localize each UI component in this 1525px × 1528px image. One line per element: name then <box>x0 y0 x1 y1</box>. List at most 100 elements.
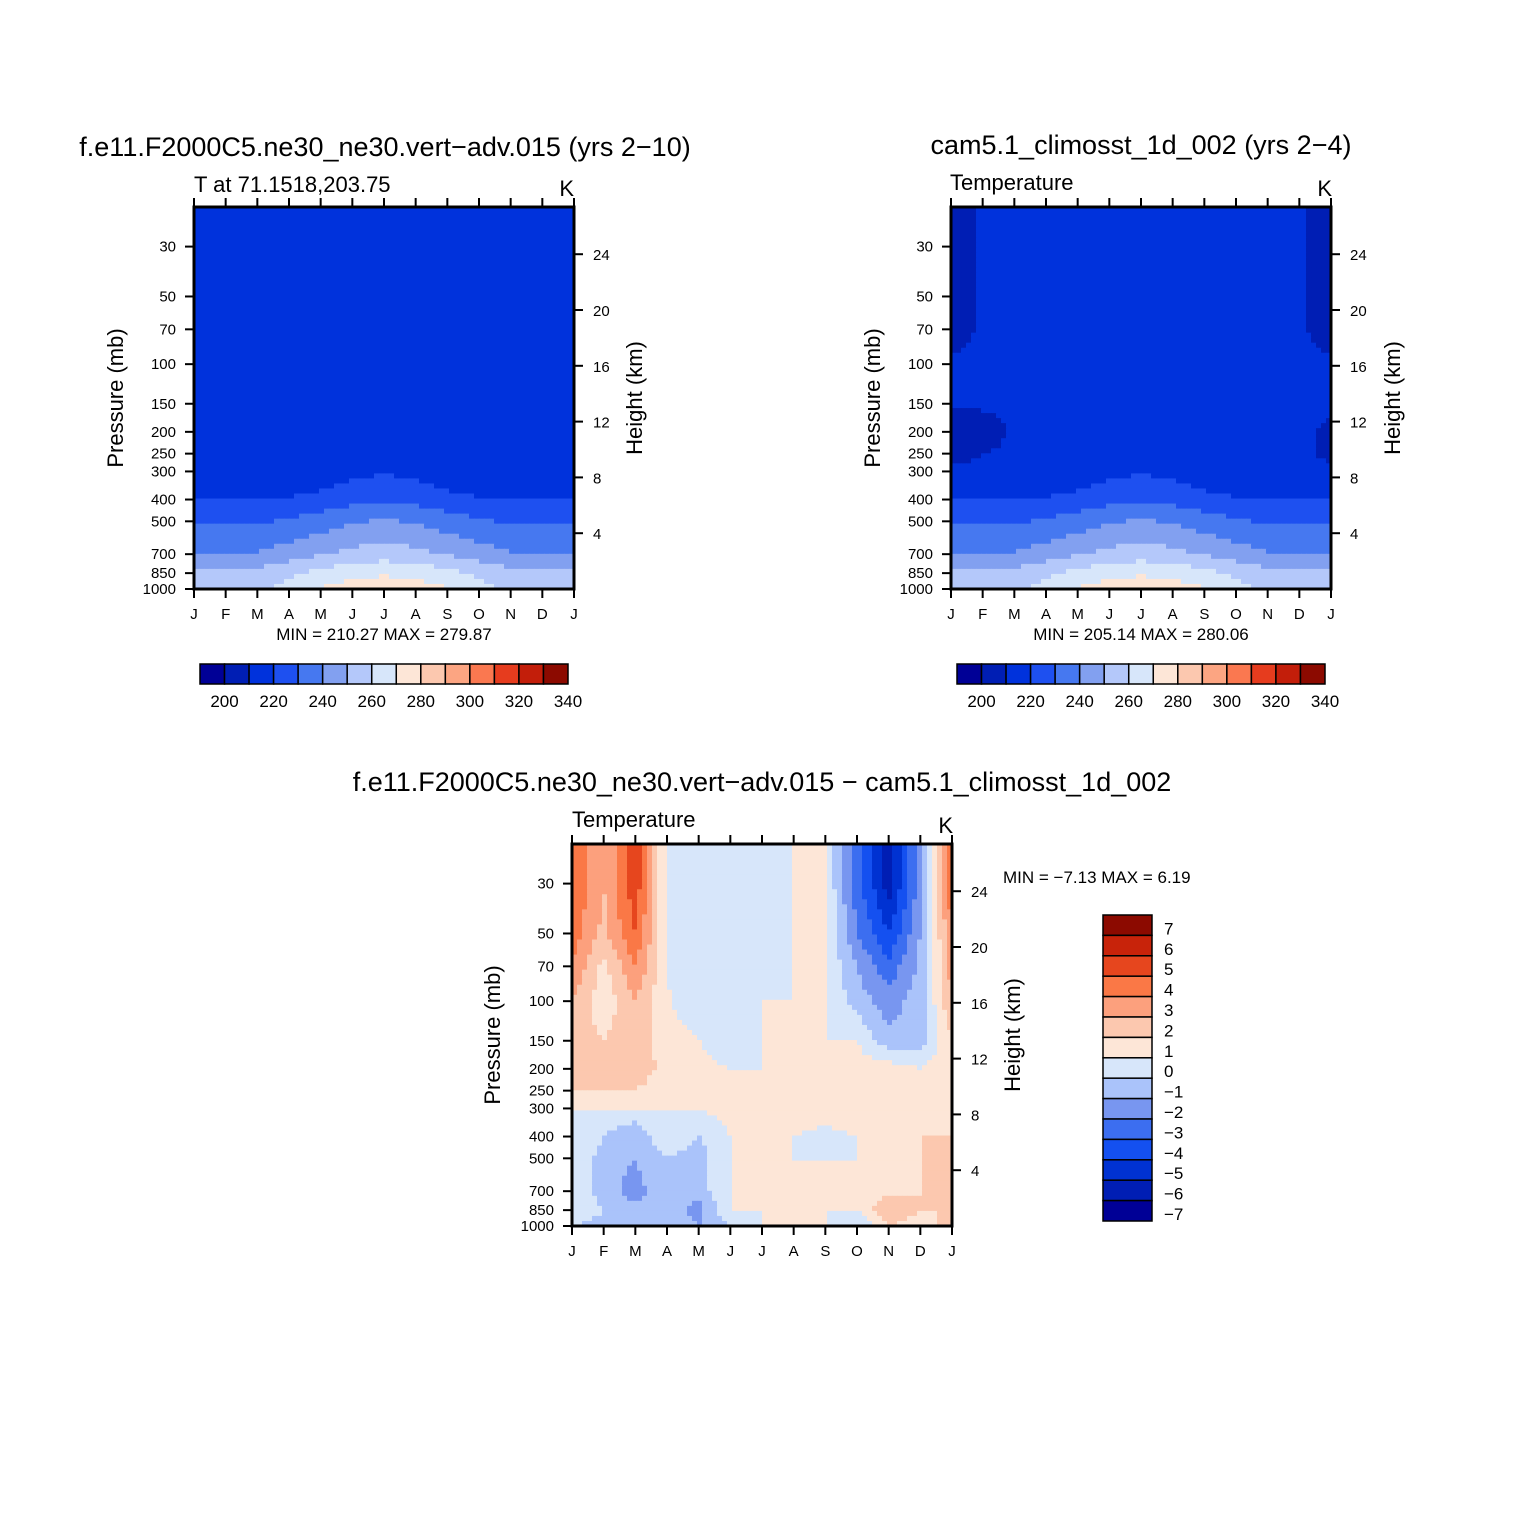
contour-cell <box>414 393 420 399</box>
contour-cell <box>304 368 310 374</box>
contour-cell <box>379 358 385 364</box>
contour-cell <box>559 413 565 419</box>
contour-cell <box>464 509 470 515</box>
contour-cell <box>489 428 495 434</box>
contour-cell <box>469 257 475 263</box>
contour-cell <box>249 227 255 233</box>
contour-cell <box>199 438 205 444</box>
contour-cell <box>519 318 525 324</box>
contour-cell <box>204 343 210 349</box>
contour-cell <box>399 383 405 389</box>
contour-cell <box>494 483 500 489</box>
contour-cell <box>474 227 480 233</box>
contour-cell <box>439 499 445 505</box>
contour-cell <box>234 262 240 268</box>
contour-cell <box>509 494 515 500</box>
contour-cell <box>344 514 350 520</box>
contour-cell <box>529 428 535 434</box>
contour-cell <box>494 453 500 459</box>
contour-cell <box>484 519 490 525</box>
contour-cell <box>444 358 450 364</box>
contour-cell <box>554 313 560 319</box>
contour-cell <box>389 247 395 253</box>
contour-cell <box>209 358 215 364</box>
contour-cell <box>204 232 210 238</box>
contour-cell <box>364 499 370 505</box>
contour-cell <box>509 313 515 319</box>
contour-cell <box>264 303 270 309</box>
contour-cell <box>224 373 230 379</box>
contour-cell <box>514 343 520 349</box>
contour-cell <box>319 499 325 505</box>
contour-cell <box>529 237 535 243</box>
contour-cell <box>414 468 420 474</box>
contour-cell <box>214 413 220 419</box>
contour-cell <box>244 413 250 419</box>
contour-cell <box>209 524 215 530</box>
contour-cell <box>464 308 470 314</box>
contour-cell <box>534 328 540 334</box>
contour-cell <box>304 529 310 535</box>
contour-cell <box>224 378 230 384</box>
contour-cell <box>449 328 455 334</box>
contour-cell <box>304 227 310 233</box>
contour-cell <box>524 468 530 474</box>
contour-cell <box>529 488 535 494</box>
contour-cell <box>264 514 270 520</box>
contour-cell <box>484 453 490 459</box>
contour-cell <box>369 333 375 339</box>
contour-cell <box>339 413 345 419</box>
contour-cell <box>464 488 470 494</box>
contour-cell <box>239 529 245 535</box>
contour-cell <box>324 277 330 283</box>
contour-cell <box>539 463 545 469</box>
contour-cell <box>214 252 220 258</box>
contour-cell <box>259 529 265 535</box>
contour-cell <box>234 257 240 263</box>
contour-cell <box>369 438 375 444</box>
contour-cell <box>364 217 370 223</box>
contour-cell <box>359 227 365 233</box>
contour-cell <box>229 433 235 439</box>
contour-cell <box>554 237 560 243</box>
contour-cell <box>474 292 480 298</box>
contour-cell <box>289 303 295 309</box>
contour-cell <box>304 212 310 218</box>
contour-cell <box>444 282 450 288</box>
contour-cell <box>304 363 310 369</box>
contour-cell <box>339 343 345 349</box>
contour-cell <box>399 272 405 278</box>
contour-cell <box>379 353 385 359</box>
contour-cell <box>369 428 375 434</box>
contour-cell <box>469 453 475 459</box>
contour-cell <box>259 212 265 218</box>
contour-cell <box>284 504 290 510</box>
contour-cell <box>479 473 485 479</box>
contour-cell <box>394 277 400 283</box>
contour-cell <box>344 212 350 218</box>
contour-cell <box>399 403 405 409</box>
contour-cell <box>264 499 270 505</box>
contour-cell <box>339 292 345 298</box>
contour-cell <box>219 509 225 515</box>
contour-cell <box>459 338 465 344</box>
contour-cell <box>464 383 470 389</box>
contour-cell <box>204 423 210 429</box>
contour-cell <box>454 247 460 253</box>
contour-cell <box>519 413 525 419</box>
contour-cell <box>384 328 390 334</box>
contour-cell <box>254 282 260 288</box>
contour-cell <box>409 232 415 238</box>
contour-cell <box>419 373 425 379</box>
contour-cell <box>519 463 525 469</box>
contour-cell <box>334 388 340 394</box>
contour-cell <box>539 453 545 459</box>
contour-cell <box>459 504 465 510</box>
contour-cell <box>399 393 405 399</box>
contour-cell <box>439 428 445 434</box>
contour-cell <box>534 297 540 303</box>
contour-cell <box>389 313 395 319</box>
contour-cell <box>244 524 250 530</box>
contour-cell <box>554 353 560 359</box>
contour-cell <box>414 383 420 389</box>
